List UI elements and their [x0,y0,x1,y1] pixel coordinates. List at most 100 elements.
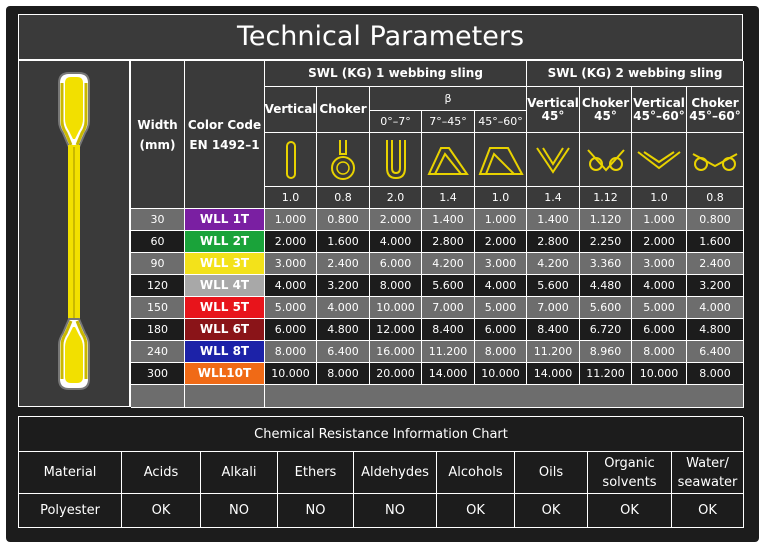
chemical-header-cell: Aldehydes [354,452,437,494]
choker-45-60-header: Choker 45°–60° [687,87,744,133]
swl-value-cell: 0.800 [317,209,370,231]
chemical-value-cell: OK [437,494,515,528]
factor-cell: 1.0 [475,187,527,209]
width-cell: 300 [131,363,185,385]
factor-cell: 1.0 [265,187,317,209]
basket-45-60-icon [475,133,527,187]
swl-value-cell: 10.000 [632,363,687,385]
chemical-header-cell: Alcohols [437,452,515,494]
swl-value-cell: 8.000 [265,341,317,363]
wll-color-badge: WLL 8T [185,341,265,363]
swl-value-cell: 3.000 [265,253,317,275]
width-cell: 150 [131,297,185,319]
swl-value-cell: 4.200 [422,253,475,275]
swl-value-cell: 1.000 [632,209,687,231]
wll-color-badge: WLL 4T [185,275,265,297]
wll-color-badge: WLL 1T [185,209,265,231]
capacity-table: SWL (KG) 1 webbing sling SWL (KG) 2 webb… [130,60,744,408]
swl-value-cell: 2.000 [475,231,527,253]
webbing-sling-image [18,60,130,407]
swl-value-cell: 11.200 [422,341,475,363]
swl-value-cell: 2.000 [265,231,317,253]
swl-value-cell: 8.960 [580,341,632,363]
swl-value-cell: 3.360 [580,253,632,275]
beta-header: β [370,87,527,111]
swl-value-cell: 8.000 [370,275,422,297]
chemical-value-cell: OK [588,494,672,528]
chemical-header-cell: Ethers [278,452,354,494]
swl-value-cell: 2.250 [580,231,632,253]
swl-value-cell: 7.000 [527,297,580,319]
chemical-value-cell: NO [354,494,437,528]
vertical-45-60-header: Vertical 45°–60° [632,87,687,133]
swl-value-cell: 4.800 [317,319,370,341]
wll-color-badge: WLL 2T [185,231,265,253]
swl-value-cell: 5.000 [265,297,317,319]
vertical-header: Vertical [265,87,317,133]
swl-value-cell: 5.600 [580,297,632,319]
chemical-header-cell: Oils [515,452,588,494]
swl-value-cell: 11.200 [527,341,580,363]
factor-cell: 1.4 [422,187,475,209]
swl-value-cell: 8.000 [475,341,527,363]
swl-value-cell: 3.200 [687,275,744,297]
swl-value-cell: 10.000 [370,297,422,319]
swl-value-cell: 6.400 [317,341,370,363]
wll-color-badge: WLL 3T [185,253,265,275]
swl-value-cell: 11.200 [580,363,632,385]
page-title: Technical Parameters [18,14,743,60]
factor-cell: 1.0 [632,187,687,209]
chemical-header-cell: Acids [122,452,201,494]
width-cell: 30 [131,209,185,231]
swl-value-cell: 2.400 [687,253,744,275]
width-cell: 240 [131,341,185,363]
factor-cell: 0.8 [317,187,370,209]
swl-value-cell: 2.400 [317,253,370,275]
vertical-45-header: Vertical 45° [527,87,580,133]
factor-cell: 1.12 [580,187,632,209]
two-sling-vertical-45-60-icon [632,133,687,187]
swl-value-cell: 10.000 [265,363,317,385]
color-code-header: Color Code EN 1492–1 [185,61,265,209]
swl-value-cell: 10.000 [475,363,527,385]
swl-value-cell: 2.000 [370,209,422,231]
swl-value-cell: 5.600 [527,275,580,297]
swl-value-cell: 3.000 [632,253,687,275]
chemical-value-cell: Polyester [19,494,122,528]
swl-value-cell: 6.000 [475,319,527,341]
swl-value-cell: 12.000 [370,319,422,341]
beta-0-7-header: 0°–7° [370,111,422,133]
swl-value-cell: 8.400 [422,319,475,341]
width-cell: 120 [131,275,185,297]
swl-value-cell: 1.400 [527,209,580,231]
factor-cell: 0.8 [687,187,744,209]
swl-value-cell: 3.200 [317,275,370,297]
swl-single-sling-header: SWL (KG) 1 webbing sling [265,61,527,87]
choker-45-header: Choker 45° [580,87,632,133]
swl-value-cell: 1.600 [687,231,744,253]
width-cell: 180 [131,319,185,341]
swl-double-sling-header: SWL (KG) 2 webbing sling [527,61,744,87]
swl-value-cell: 6.000 [265,319,317,341]
swl-value-cell: 4.000 [687,297,744,319]
two-sling-choker-45-icon [580,133,632,187]
swl-value-cell: 4.000 [632,275,687,297]
basket-0-7-icon [370,133,422,187]
swl-value-cell: 6.000 [370,253,422,275]
swl-value-cell: 1.600 [317,231,370,253]
swl-value-cell: 4.000 [317,297,370,319]
chemical-value-cell: NO [201,494,278,528]
empty-cell [265,385,744,408]
swl-value-cell: 3.000 [475,253,527,275]
chemical-header-cell: Alkali [201,452,278,494]
swl-value-cell: 8.400 [527,319,580,341]
swl-value-cell: 6.400 [687,341,744,363]
swl-value-cell: 14.000 [527,363,580,385]
swl-value-cell: 5.000 [632,297,687,319]
chemical-header-cell: Water/ seawater [672,452,744,494]
two-sling-choker-45-60-icon [687,133,744,187]
swl-value-cell: 4.800 [687,319,744,341]
swl-value-cell: 6.720 [580,319,632,341]
swl-value-cell: 6.000 [632,319,687,341]
factor-cell: 2.0 [370,187,422,209]
